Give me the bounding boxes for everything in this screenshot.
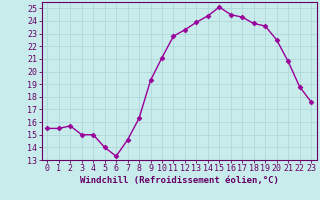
X-axis label: Windchill (Refroidissement éolien,°C): Windchill (Refroidissement éolien,°C) xyxy=(80,176,279,185)
